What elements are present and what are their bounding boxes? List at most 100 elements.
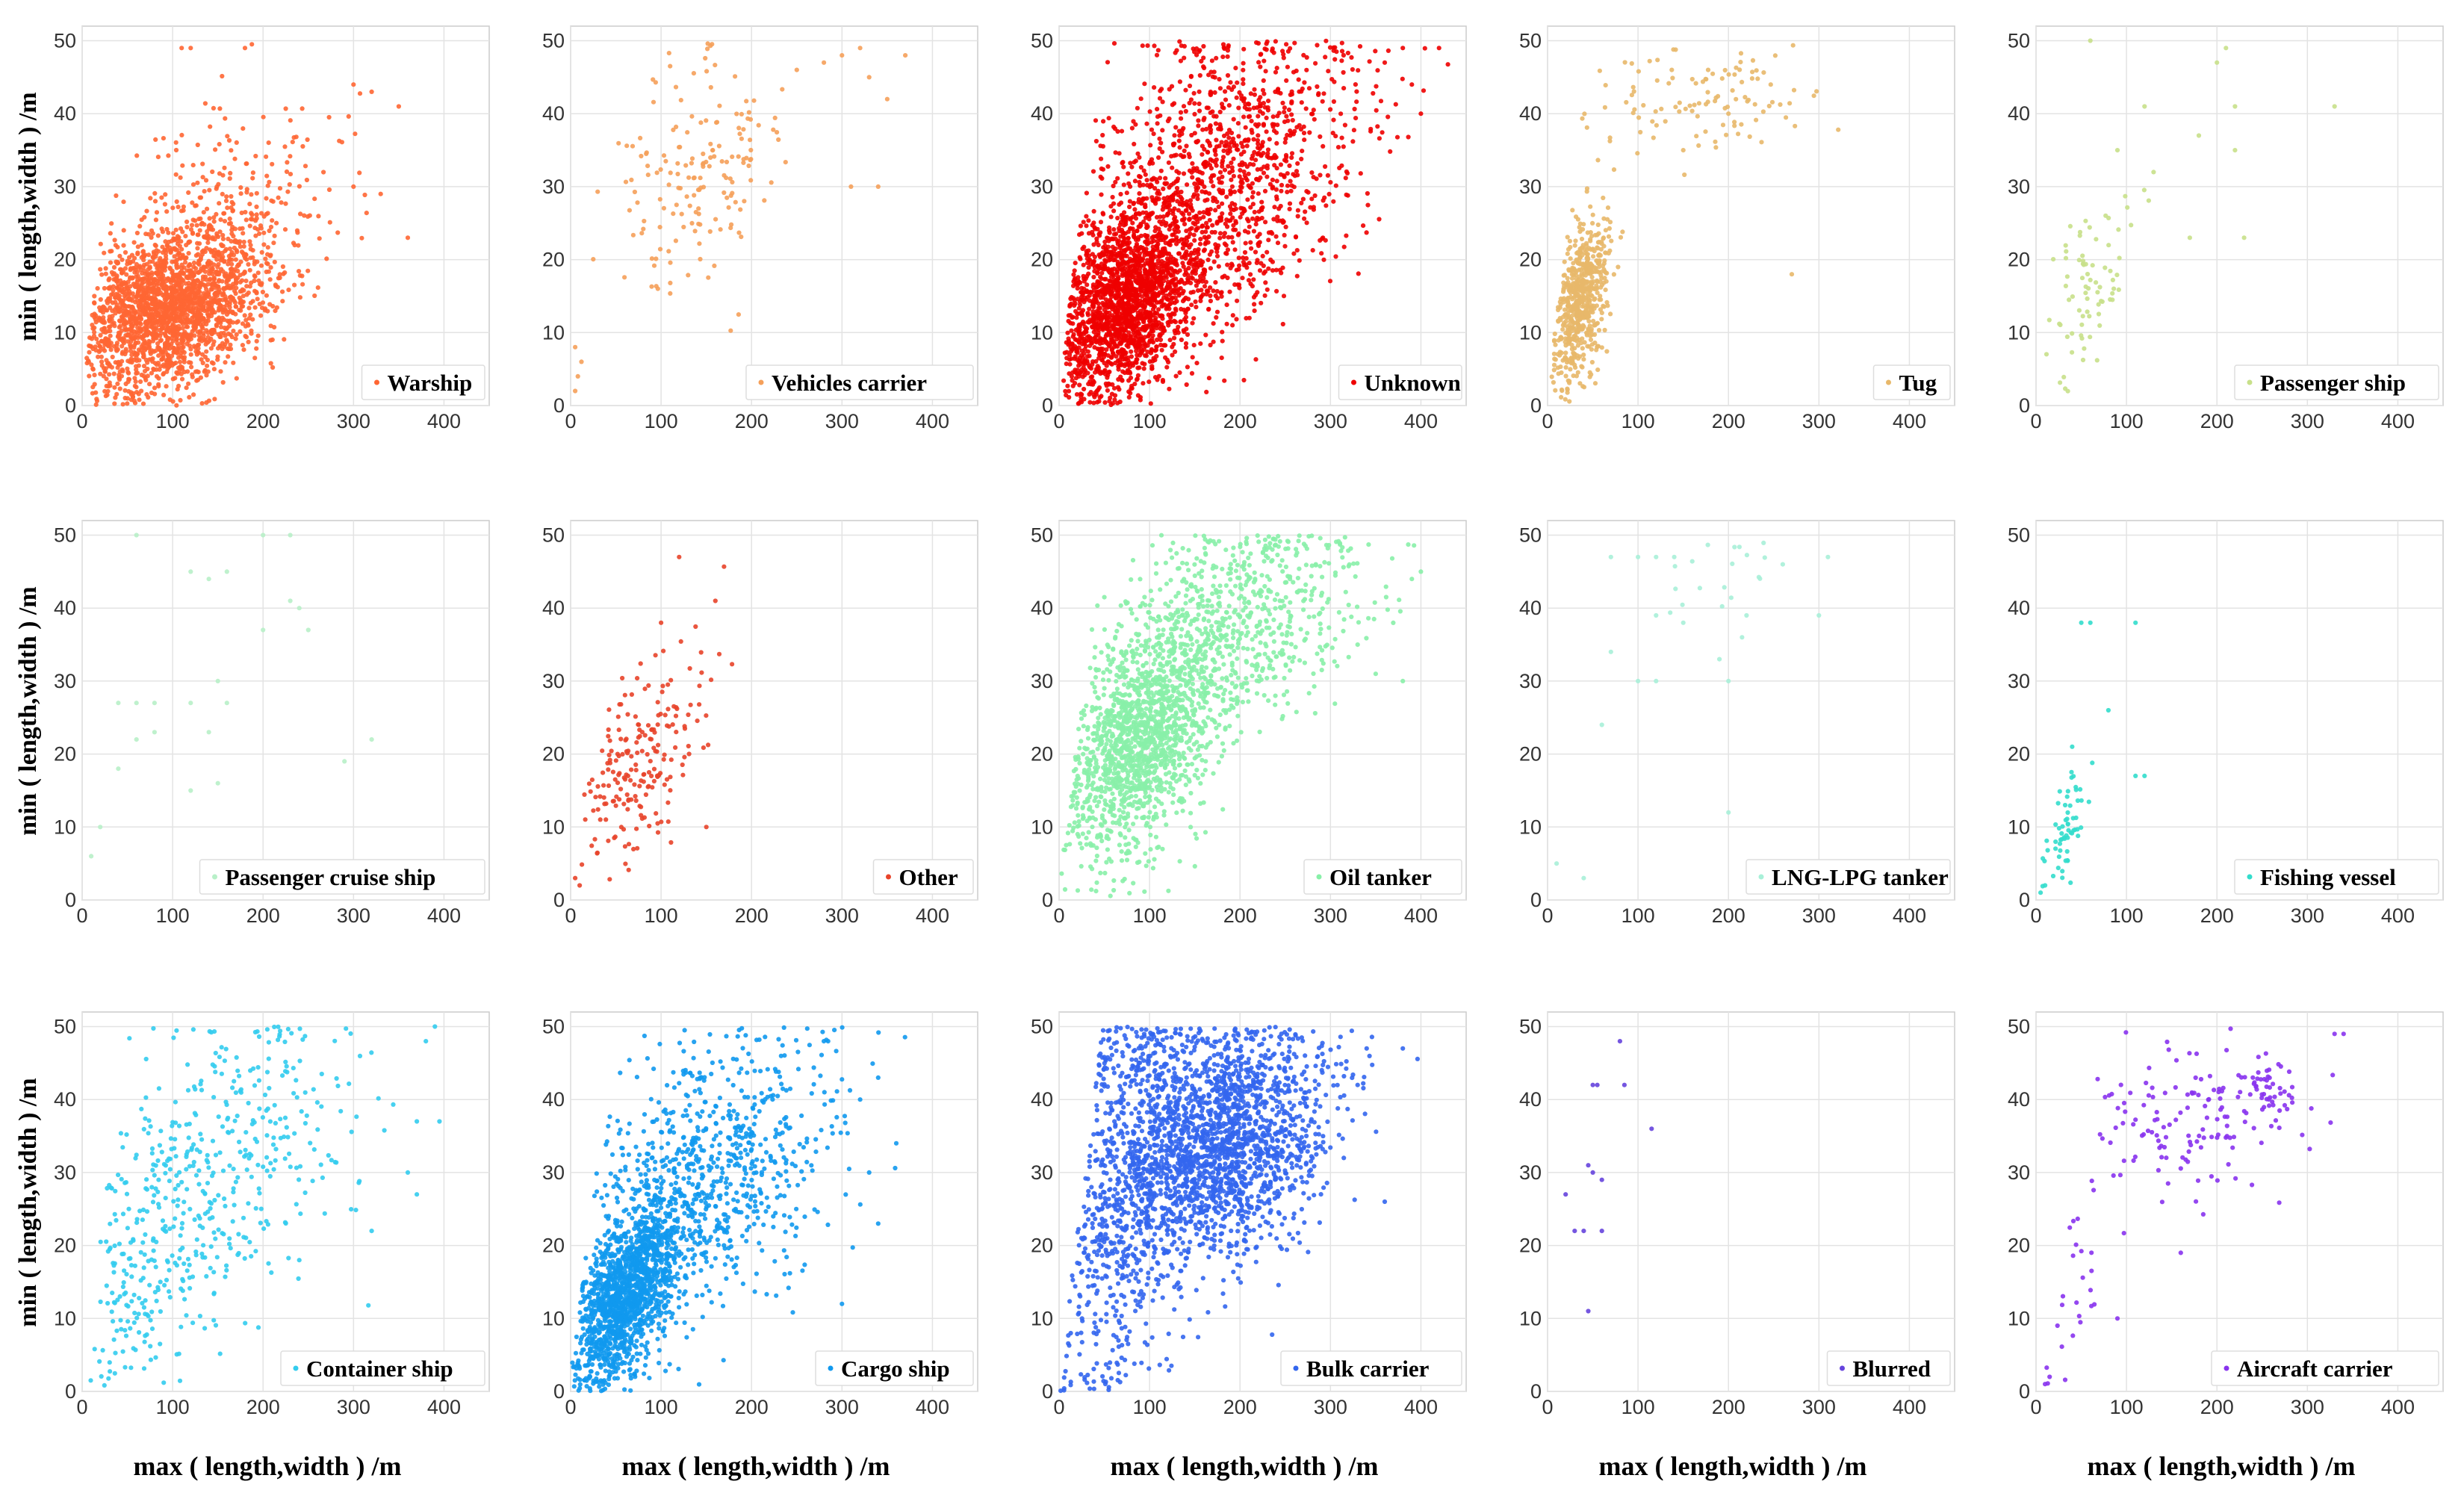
data-point bbox=[884, 96, 890, 102]
data-point bbox=[167, 317, 173, 323]
data-point bbox=[224, 278, 229, 284]
data-point bbox=[164, 384, 169, 389]
data-point bbox=[1090, 301, 1096, 306]
data-point bbox=[120, 270, 125, 276]
data-point bbox=[117, 386, 122, 391]
data-point bbox=[161, 136, 166, 141]
data-point bbox=[216, 252, 221, 257]
data-point bbox=[173, 311, 178, 316]
data-point bbox=[294, 228, 300, 233]
data-point bbox=[194, 299, 199, 305]
data-point bbox=[726, 205, 731, 210]
data-point bbox=[1091, 297, 1096, 302]
data-point bbox=[237, 307, 242, 313]
data-point bbox=[1081, 364, 1086, 370]
data-point bbox=[266, 140, 271, 146]
data-point bbox=[280, 264, 285, 270]
data-point bbox=[197, 228, 202, 233]
data-point bbox=[1191, 316, 1197, 321]
data-point bbox=[147, 259, 152, 264]
data-point bbox=[1421, 88, 1427, 93]
data-point bbox=[137, 264, 143, 269]
data-point bbox=[1152, 375, 1158, 380]
data-point bbox=[1090, 260, 1096, 265]
data-point bbox=[264, 211, 269, 217]
data-point bbox=[1147, 359, 1152, 364]
data-point bbox=[240, 287, 245, 292]
data-point bbox=[1064, 361, 1069, 367]
data-point bbox=[635, 200, 640, 205]
data-point bbox=[196, 252, 201, 257]
data-point bbox=[651, 263, 657, 268]
data-point bbox=[206, 234, 211, 239]
data-point bbox=[134, 283, 139, 288]
data-point bbox=[167, 305, 173, 311]
data-point bbox=[1124, 261, 1129, 267]
data-point bbox=[1141, 381, 1146, 386]
data-point bbox=[1135, 105, 1140, 111]
data-point bbox=[1152, 229, 1158, 234]
data-point bbox=[668, 63, 673, 69]
data-point bbox=[1245, 197, 1250, 202]
data-point bbox=[736, 125, 742, 131]
data-point bbox=[186, 240, 191, 245]
data-point bbox=[1065, 383, 1070, 388]
data-point bbox=[136, 340, 141, 345]
data-point bbox=[226, 354, 231, 359]
data-point bbox=[1203, 332, 1208, 338]
data-point bbox=[1111, 385, 1117, 391]
data-point bbox=[221, 291, 226, 297]
data-point bbox=[666, 182, 671, 187]
data-point bbox=[187, 262, 192, 268]
data-point bbox=[258, 313, 264, 318]
data-point bbox=[677, 145, 682, 150]
data-point bbox=[280, 299, 285, 304]
data-point bbox=[1158, 230, 1163, 235]
data-point bbox=[1074, 348, 1079, 353]
data-point bbox=[200, 175, 205, 180]
data-point bbox=[1092, 254, 1097, 260]
data-point bbox=[1312, 117, 1317, 122]
data-point bbox=[1151, 238, 1156, 243]
data-point bbox=[208, 265, 214, 270]
data-point bbox=[840, 53, 845, 58]
data-point bbox=[217, 171, 223, 176]
data-point bbox=[1132, 267, 1138, 272]
data-point bbox=[1079, 285, 1084, 291]
data-point bbox=[1251, 229, 1256, 234]
data-point bbox=[675, 171, 680, 177]
data-point bbox=[95, 286, 100, 291]
data-point bbox=[247, 202, 252, 207]
data-point bbox=[173, 376, 178, 381]
data-point bbox=[1127, 288, 1132, 294]
data-point bbox=[1108, 214, 1114, 220]
data-point bbox=[134, 370, 139, 376]
data-point bbox=[196, 217, 202, 222]
data-point bbox=[1071, 272, 1076, 277]
data-point bbox=[170, 231, 176, 236]
data-point bbox=[1085, 370, 1090, 376]
data-point bbox=[102, 250, 107, 255]
data-point bbox=[115, 381, 120, 386]
data-point bbox=[250, 170, 255, 176]
data-point bbox=[1237, 162, 1242, 167]
data-point bbox=[1249, 119, 1254, 124]
data-point bbox=[176, 327, 181, 332]
data-point bbox=[1100, 370, 1105, 376]
data-point bbox=[144, 325, 150, 330]
data-point bbox=[291, 240, 297, 246]
data-point bbox=[315, 285, 320, 291]
data-point bbox=[1085, 312, 1090, 317]
data-point bbox=[258, 282, 264, 288]
data-point bbox=[1118, 341, 1123, 346]
data-point bbox=[1140, 361, 1145, 366]
data-point bbox=[1256, 133, 1261, 138]
data-point bbox=[1144, 314, 1149, 320]
data-point bbox=[176, 250, 182, 255]
data-point bbox=[1103, 297, 1108, 302]
data-point bbox=[1143, 239, 1148, 244]
data-point bbox=[1170, 273, 1176, 278]
data-point bbox=[1352, 106, 1357, 112]
data-point bbox=[253, 233, 258, 238]
data-point bbox=[146, 232, 152, 237]
